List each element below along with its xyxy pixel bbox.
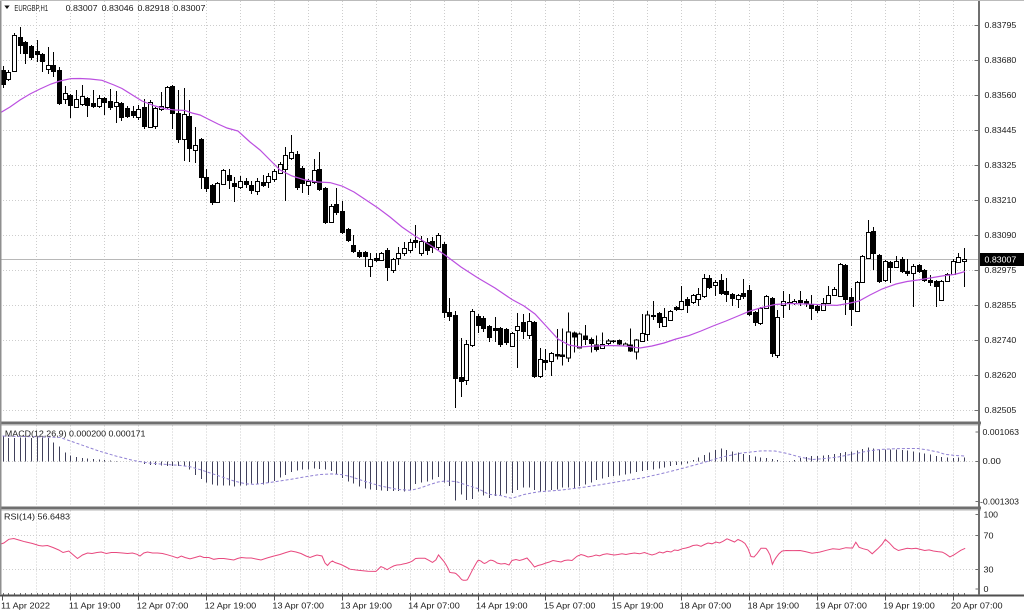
svg-text:0.00: 0.00: [983, 456, 1002, 466]
svg-text:0.82918: 0.82918: [138, 3, 170, 13]
svg-text:13 Apr 19:00: 13 Apr 19:00: [340, 601, 392, 611]
svg-text:0.001063: 0.001063: [983, 427, 1020, 437]
svg-text:0.82975: 0.82975: [985, 265, 1017, 275]
svg-text:18 Apr 07:00: 18 Apr 07:00: [680, 601, 732, 611]
svg-text:11 Apr 2022: 11 Apr 2022: [1, 601, 50, 611]
svg-text:0.82740: 0.82740: [985, 335, 1017, 345]
svg-text:19 Apr 07:00: 19 Apr 07:00: [815, 601, 867, 611]
svg-text:0.82855: 0.82855: [985, 300, 1017, 310]
svg-text:12 Apr 07:00: 12 Apr 07:00: [137, 601, 189, 611]
svg-text:0.83090: 0.83090: [985, 230, 1017, 240]
svg-text:0.83680: 0.83680: [985, 55, 1017, 65]
svg-text:0.83325: 0.83325: [985, 160, 1017, 170]
svg-text:0.83445: 0.83445: [985, 125, 1017, 135]
svg-text:15 Apr 07:00: 15 Apr 07:00: [544, 601, 596, 611]
svg-text:0.83210: 0.83210: [985, 195, 1017, 205]
svg-text:30: 30: [984, 565, 994, 575]
svg-text:0.83007: 0.83007: [173, 3, 205, 13]
svg-text:0.83007: 0.83007: [985, 255, 1017, 265]
svg-text:0.83560: 0.83560: [985, 90, 1017, 100]
svg-text:EURGBP,H1: EURGBP,H1: [14, 3, 48, 13]
svg-text:100: 100: [984, 510, 999, 520]
svg-text:0: 0: [984, 584, 989, 594]
svg-text:15 Apr 19:00: 15 Apr 19:00: [612, 601, 664, 611]
svg-text:MACD(12,26,9) 0.000200 0.00017: MACD(12,26,9) 0.000200 0.000171: [5, 428, 146, 438]
svg-text:18 Apr 19:00: 18 Apr 19:00: [748, 601, 800, 611]
svg-text:0.82505: 0.82505: [985, 405, 1017, 415]
svg-text:19 Apr 19:00: 19 Apr 19:00: [883, 601, 935, 611]
svg-text:20 Apr 07:00: 20 Apr 07:00: [951, 601, 1003, 611]
svg-text:13 Apr 07:00: 13 Apr 07:00: [272, 601, 324, 611]
svg-text:0.83795: 0.83795: [985, 20, 1017, 30]
svg-text:0.83046: 0.83046: [102, 3, 134, 13]
svg-text:0.83007: 0.83007: [66, 3, 98, 13]
svg-text:14 Apr 07:00: 14 Apr 07:00: [408, 601, 460, 611]
svg-text:70: 70: [984, 531, 994, 541]
svg-text:11 Apr 19:00: 11 Apr 19:00: [69, 601, 121, 611]
svg-text:12 Apr 19:00: 12 Apr 19:00: [205, 601, 257, 611]
svg-text:0.82620: 0.82620: [985, 370, 1017, 380]
svg-text:-0.001303: -0.001303: [980, 496, 1019, 506]
svg-text:14 Apr 19:00: 14 Apr 19:00: [476, 601, 528, 611]
svg-text:RSI(14) 56.6483: RSI(14) 56.6483: [4, 512, 70, 522]
